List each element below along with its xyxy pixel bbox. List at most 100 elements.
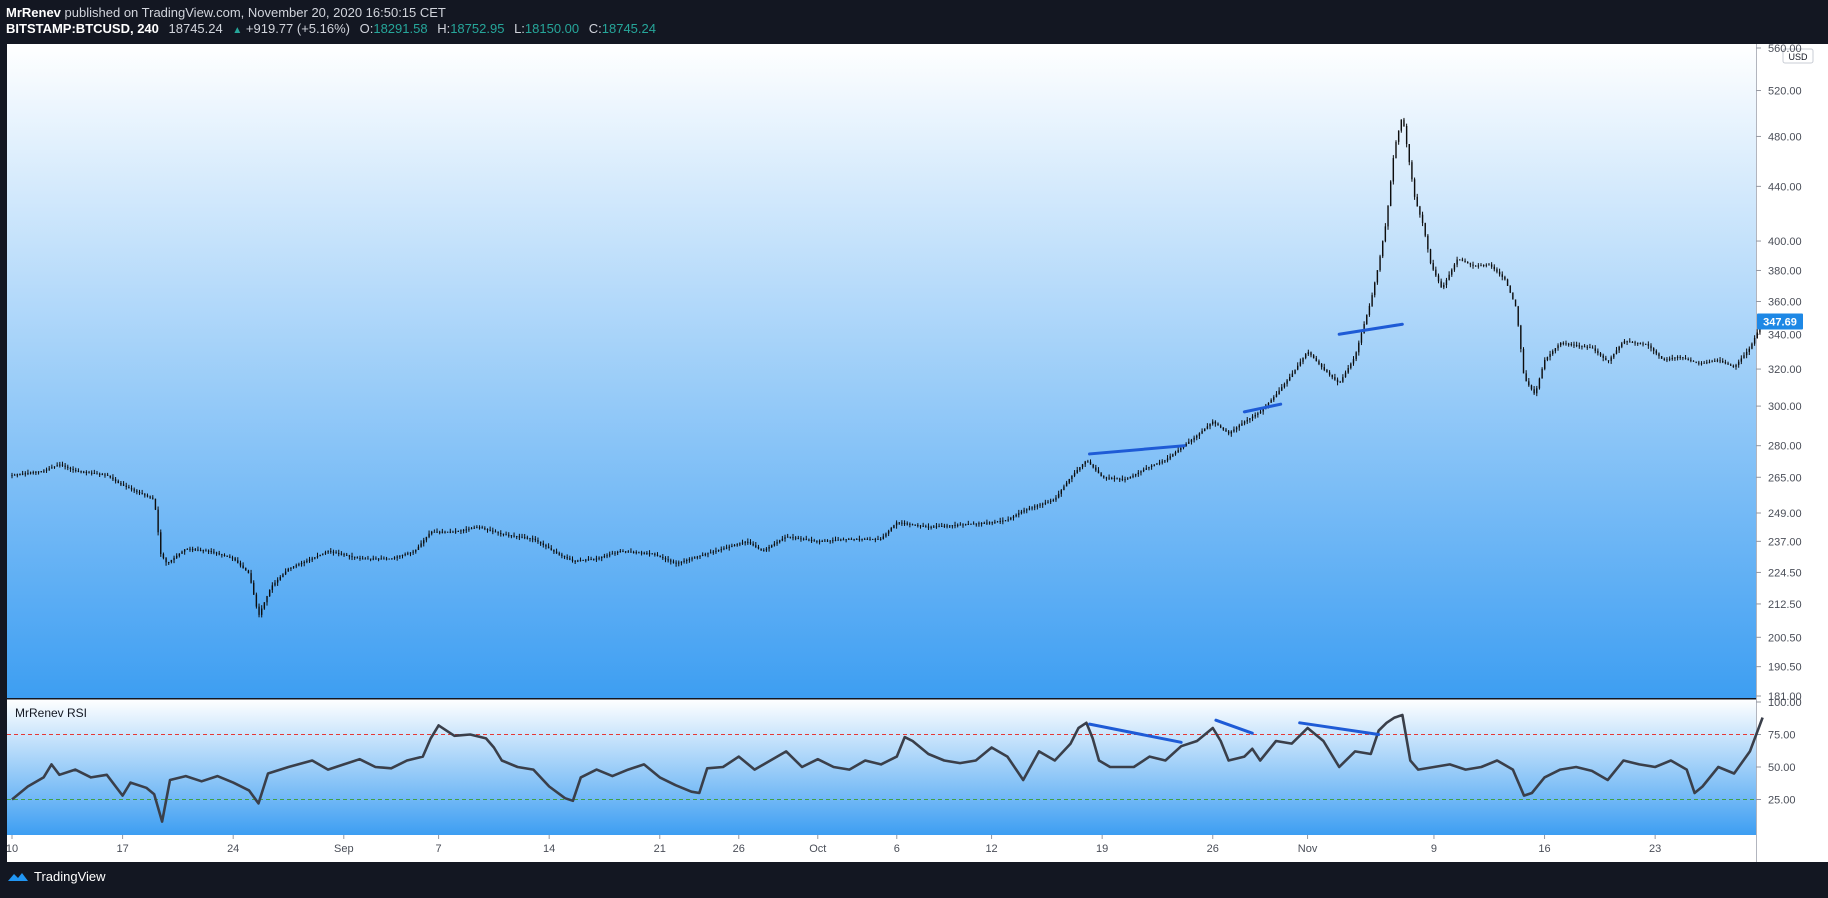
price-trendline [1088,444,1186,456]
candle-body [1642,343,1644,345]
candle-body [1525,373,1527,382]
candle-body [1634,342,1636,344]
candle-body [465,529,467,531]
candle-body [712,551,714,553]
last-price-box [1757,313,1803,330]
candle-body [927,526,930,528]
candle-body [417,546,420,550]
candle-body [624,551,627,553]
candle-body [1613,353,1615,358]
candle-body [1597,350,1599,354]
candle-body [531,538,534,540]
symbol-name[interactable]: BITSTAMP:BTCUSD, 240 [6,21,159,36]
time-tick-label: Nov [1298,843,1318,855]
candle-body [518,536,521,538]
candle-body [1036,505,1039,507]
candle-body [311,558,313,560]
candle-body [922,525,924,527]
candle-body [659,555,661,558]
candle-body [271,585,274,590]
candle-body [941,525,943,527]
chart-area[interactable]: USD 560.00 520.00 480.00 440.00 400.00 380.00… [7,44,1828,862]
candle-body [1605,357,1607,361]
candle-body [1057,493,1060,498]
candle-body [526,537,529,539]
candle-body [582,559,584,561]
candle-body [1589,347,1591,349]
candle-body [330,551,332,553]
pane-divider[interactable] [7,698,1828,700]
candle-body [664,558,667,560]
time-tick-label: 6 [894,843,900,855]
footer-brand[interactable]: TradingView [8,869,106,884]
rsi-pane[interactable] [7,699,1756,835]
candle-body [88,472,90,474]
candle-body [1049,500,1052,502]
candle-body [24,473,26,475]
candle-body [1759,326,1761,333]
candle-body [175,555,178,558]
candle-body [1599,353,1602,356]
candle-body [122,484,125,486]
candle-body [258,606,260,615]
candle-body [1629,341,1631,343]
candle-body [327,551,329,553]
candle-body [1185,443,1187,446]
candle-body [1339,381,1341,383]
candle-body [1132,475,1134,477]
candle-body [51,467,53,469]
candle-body [1591,347,1594,349]
chart-svg[interactable]: USD 560.00 520.00 480.00 440.00 400.00 380.00… [7,44,1828,862]
candle-body [542,543,544,546]
candle-body [1700,363,1703,365]
brand-name: TradingView [34,869,106,884]
rsi-title[interactable]: MrRenev RSI [15,706,87,720]
candle-body [19,474,21,476]
candle-body [1637,342,1639,344]
candle-body [1647,344,1650,346]
candle-body [266,596,268,603]
candle-body [1355,352,1357,360]
candle-body [492,530,494,532]
candle-body [1068,479,1070,483]
candle-body [813,540,815,542]
candle-body [890,528,892,531]
candle-body [1546,356,1549,360]
author-name[interactable]: MrRenev [6,5,61,20]
candle-body [1740,358,1743,362]
candle-body [802,538,805,540]
candle-body [1310,352,1312,356]
price-axis[interactable] [1756,44,1828,862]
candle-body [1124,479,1126,481]
candle-body [1230,431,1232,434]
price-tick-label: 237.00 [1768,536,1802,548]
candle-body [1594,348,1596,351]
candle-body [1467,262,1469,264]
time-axis[interactable] [7,835,1828,862]
price-tick-label: 360.00 [1768,296,1802,308]
candle-body [962,524,964,526]
candle-body [423,540,425,544]
candle-body [183,549,186,552]
price-tick-label: 440.00 [1768,181,1802,193]
candle-body [678,562,680,564]
candle-body [701,554,704,556]
candle-body [1273,397,1275,400]
candle-body [61,464,64,466]
candle-body [213,551,215,553]
candle-body [1756,332,1758,339]
candle-body [818,541,821,543]
candle-body [353,556,356,558]
candle-body [452,531,454,533]
candle-body [287,568,289,572]
candle-body [773,543,776,546]
candle-body [388,558,390,560]
candle-body [800,538,802,540]
currency-box[interactable] [1782,48,1814,64]
candle-body [1227,431,1230,434]
price-pane[interactable] [7,44,1756,698]
candle-body [1190,439,1193,442]
candle-body [356,557,359,559]
candle-body [239,562,242,566]
low-label: L: [514,21,525,36]
